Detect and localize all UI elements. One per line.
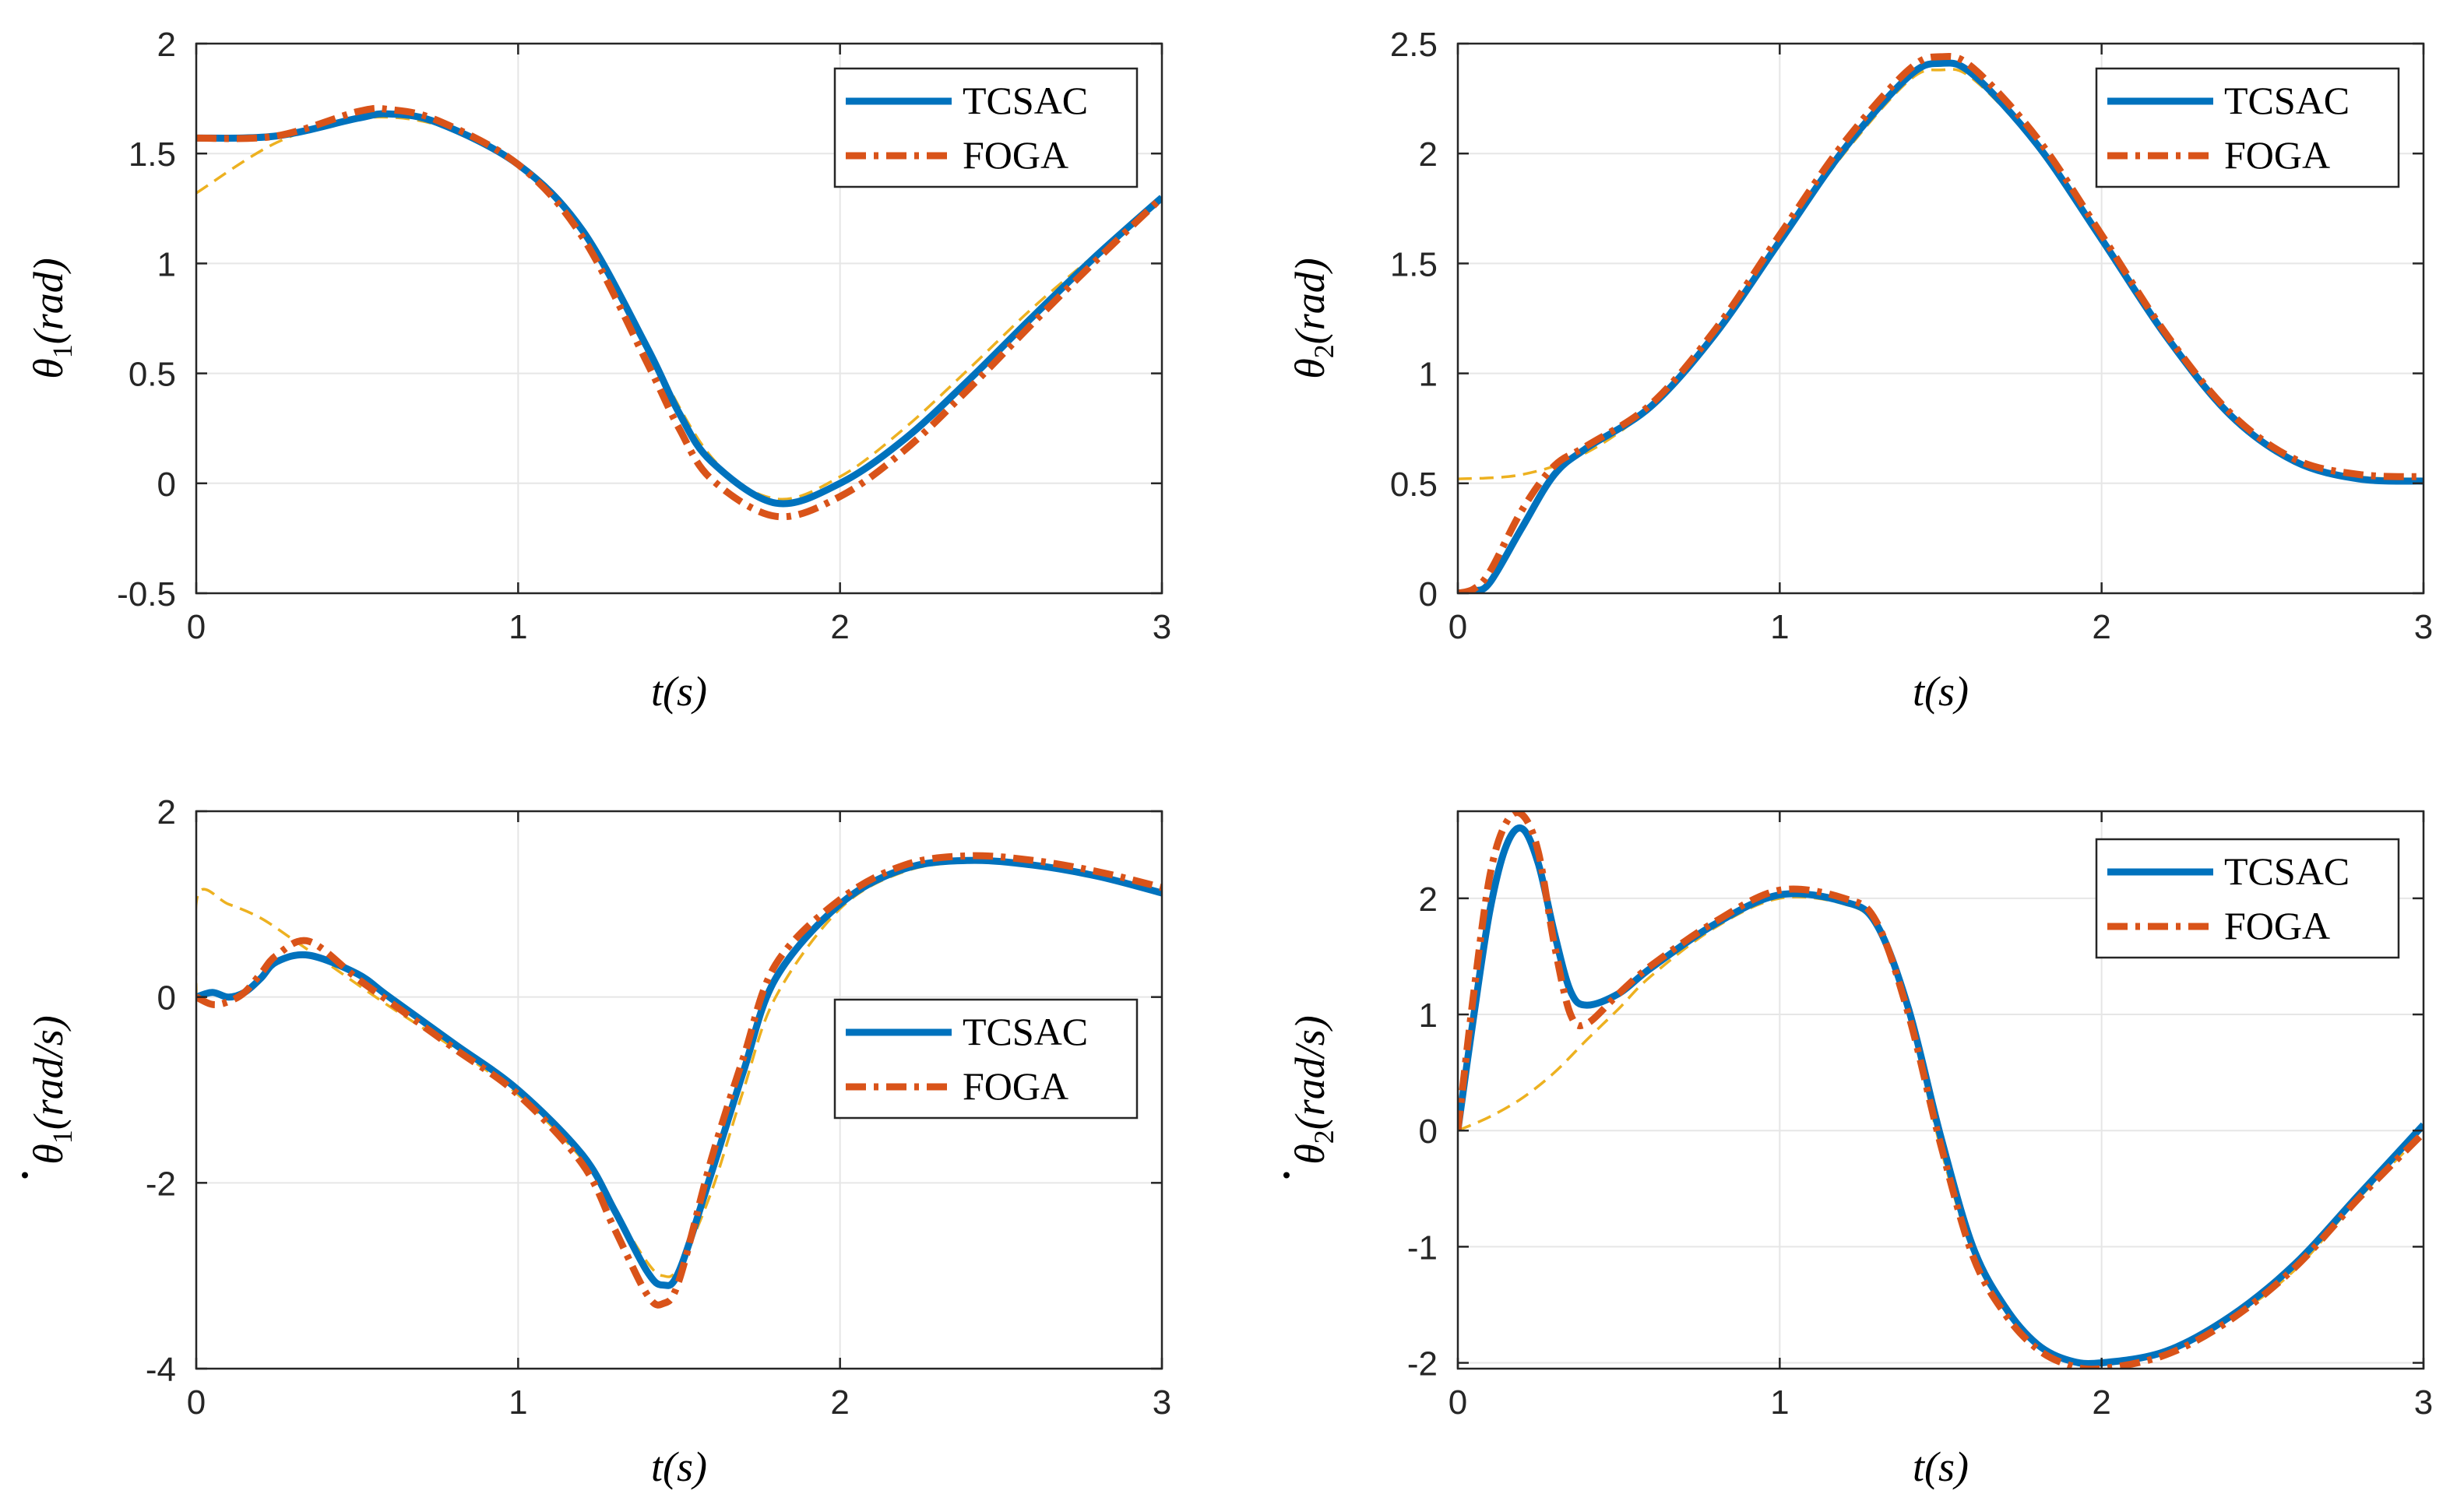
y-axis-label: θ1(rad/s) [22, 1015, 78, 1179]
legend: TCSAC FOGA [2095, 67, 2400, 188]
series-tcsac-line [196, 856, 1162, 1289]
legend-box [2095, 67, 2400, 188]
legend-label-tcsac: TCSAC [2224, 849, 2350, 893]
y-tick-label: 2 [157, 793, 176, 831]
legend-box [833, 67, 1139, 188]
x-tick-label: 1 [1770, 1383, 1789, 1422]
x-axis-label: t(s) [1913, 668, 1969, 715]
svg-text:θ1(rad/s): θ1(rad/s) [25, 1015, 78, 1165]
panel-theta1dot: 0 1 2 3 -4 -2 0 2 t(s) θ1(rad/s) TCSAC FOGA [22, 793, 1171, 1490]
panel-theta1: 0 1 2 3 -0.5 0 0.5 1 1.5 2 t(s) θ1(rad) TCSAC FOGA [25, 26, 1171, 715]
x-tick-label: 0 [1448, 608, 1467, 646]
legend-label-tcsac: TCSAC [2224, 79, 2350, 122]
y-tick-label: -1 [1407, 1229, 1438, 1267]
y-tick-label: 2 [157, 26, 176, 64]
y-tick-label: -0.5 [117, 575, 176, 613]
series-foga-line [1458, 811, 2424, 1369]
legend: TCSAC FOGA [2095, 838, 2400, 959]
x-tick-label: 1 [509, 608, 527, 646]
y-tick-label: 0.5 [128, 356, 176, 394]
axes-box [195, 42, 1163, 595]
legend-label-foga: FOGA [2224, 133, 2330, 177]
x-axis-label: t(s) [651, 1443, 707, 1490]
y-tick-label: 2 [1419, 881, 1438, 919]
derivative-dot [22, 1172, 28, 1179]
series-foga-line [196, 104, 1162, 521]
x-tick-label: 2 [2092, 608, 2110, 646]
x-axis-label: t(s) [651, 668, 707, 715]
y-tick-label: 0 [1419, 1113, 1438, 1151]
x-tick-label: 1 [509, 1383, 527, 1422]
svg-text:θ1(rad): θ1(rad) [25, 258, 78, 379]
legend-box [2095, 838, 2400, 959]
y-tick-label: 1 [1419, 997, 1438, 1035]
y-tick-label: 1 [157, 245, 176, 283]
y-tick-label: 0 [157, 979, 176, 1018]
y-tick-label: -2 [1407, 1345, 1438, 1383]
x-tick-label: 0 [1448, 1383, 1467, 1422]
x-tick-label: 3 [2414, 1383, 2433, 1422]
legend-label-foga: FOGA [963, 133, 1068, 177]
y-tick-label: 1.5 [1390, 245, 1438, 283]
panel-theta2: 0 1 2 3 0 0.5 1 1.5 2 2.5 t(s) θ2(rad) TCSAC FOGA [1287, 26, 2433, 715]
y-tick-label: 1 [1419, 356, 1438, 394]
series-reference-line [196, 860, 1162, 1278]
derivative-dot [1283, 1172, 1290, 1179]
x-tick-label: 2 [830, 1383, 849, 1422]
series-foga-line [1458, 52, 2424, 593]
y-tick-label: 2.5 [1390, 26, 1438, 64]
series-tcsac-line [196, 110, 1162, 508]
y-tick-label: 0 [157, 466, 176, 504]
x-tick-label: 0 [187, 608, 206, 646]
legend-box [833, 998, 1139, 1120]
x-tick-label: 0 [187, 1383, 206, 1422]
legend-label-foga: FOGA [2224, 904, 2330, 947]
panel-theta2dot: 0 1 2 3 -2 -1 0 1 2 t(s) θ2(rad/s) TCSAC FOGA [1283, 810, 2433, 1490]
x-tick-label: 2 [830, 608, 849, 646]
legend-label-tcsac: TCSAC [963, 1010, 1088, 1053]
x-tick-label: 3 [1153, 608, 1171, 646]
x-axis-label: t(s) [1913, 1443, 1969, 1490]
svg-text:θ2(rad/s): θ2(rad/s) [1287, 1015, 1339, 1165]
axes-box [1456, 42, 2425, 595]
series-foga-line [196, 852, 1162, 1309]
y-tick-label: 2 [1419, 135, 1438, 174]
y-axis-label: θ2(rad/s) [1283, 1015, 1339, 1179]
axes-box [1456, 810, 2425, 1370]
x-tick-label: 3 [1153, 1383, 1171, 1422]
y-tick-label: -4 [146, 1351, 176, 1389]
legend-label-tcsac: TCSAC [963, 79, 1088, 122]
y-tick-label: -2 [146, 1165, 176, 1203]
x-tick-label: 2 [2092, 1383, 2110, 1422]
legend: TCSAC FOGA [833, 998, 1139, 1120]
svg-text:θ2(rad): θ2(rad) [1287, 258, 1339, 379]
series-tcsac-line [1458, 59, 2424, 593]
axes-box [195, 810, 1163, 1370]
y-tick-label: 1.5 [128, 135, 176, 174]
legend: TCSAC FOGA [833, 67, 1139, 188]
legend-label-foga: FOGA [963, 1064, 1068, 1108]
y-tick-label: 0.5 [1390, 466, 1438, 504]
y-axis-label: θ2(rad) [1287, 258, 1339, 379]
x-tick-label: 1 [1770, 608, 1789, 646]
x-tick-label: 3 [2414, 608, 2433, 646]
y-tick-label: 0 [1419, 575, 1438, 613]
y-axis-label: θ1(rad) [25, 258, 78, 379]
